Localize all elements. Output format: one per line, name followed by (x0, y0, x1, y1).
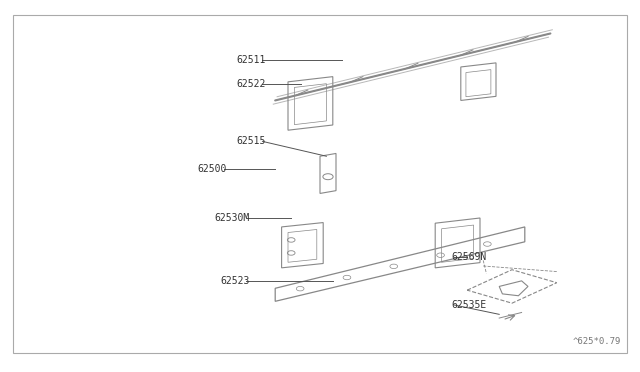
Text: 62530M: 62530M (214, 213, 250, 222)
Text: 62535E: 62535E (451, 300, 486, 310)
Text: 62511: 62511 (236, 55, 266, 64)
Text: 62515: 62515 (236, 137, 266, 146)
Text: 62522: 62522 (236, 79, 266, 89)
Text: ^625*0.79: ^625*0.79 (572, 337, 621, 346)
Text: 62569N: 62569N (451, 252, 486, 262)
Text: 62523: 62523 (220, 276, 250, 286)
Text: 62500: 62500 (198, 164, 227, 174)
